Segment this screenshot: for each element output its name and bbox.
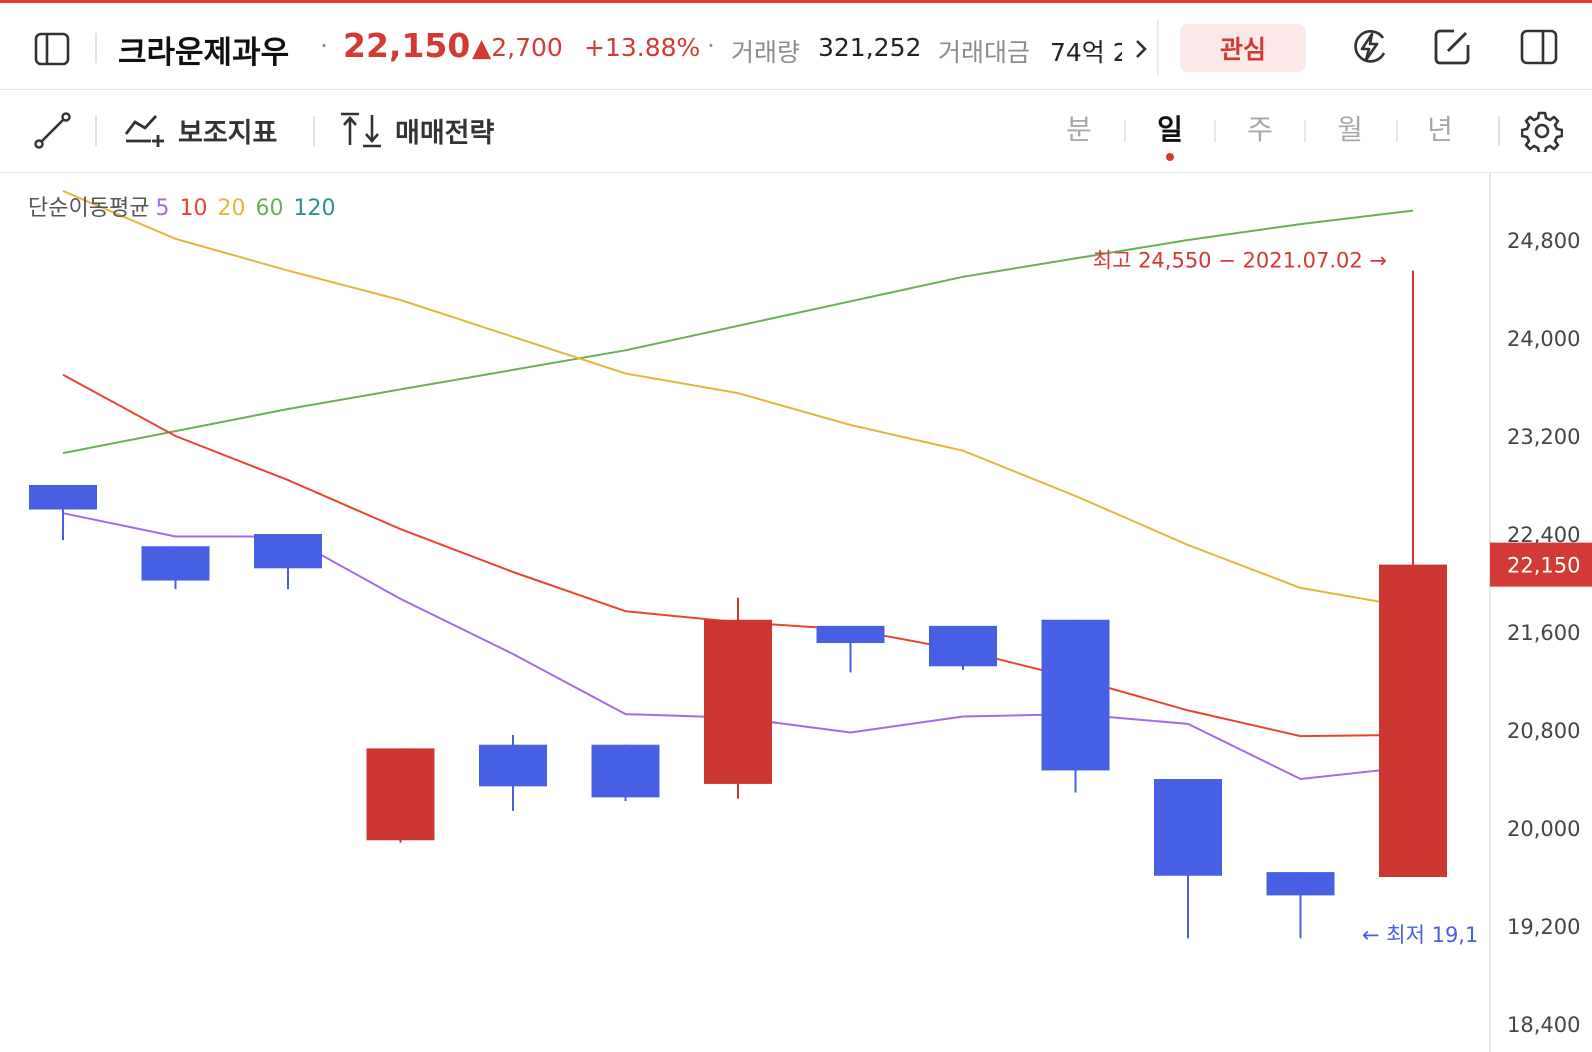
settings-gear-icon[interactable] xyxy=(1519,108,1565,154)
edit-note-icon[interactable] xyxy=(1430,25,1474,69)
divider xyxy=(95,33,97,63)
candle xyxy=(1154,779,1222,939)
ma20-line xyxy=(62,190,1414,609)
legend-ma5: 5 xyxy=(155,196,170,221)
divider xyxy=(1214,120,1216,142)
y-tick-label: 19,200 xyxy=(1507,915,1580,939)
period-month-tab[interactable]: 월 xyxy=(1337,113,1363,146)
separator-dot: · xyxy=(320,31,328,60)
divider xyxy=(1498,116,1500,146)
moving-average-legend: 단순이동평균 5 10 20 60 120 xyxy=(28,190,341,222)
trade-amount-value: 74억 2 xyxy=(1050,38,1122,67)
lightning-icon[interactable] xyxy=(1348,25,1392,69)
legend-ma20: 20 xyxy=(217,196,246,221)
candle xyxy=(1266,872,1335,939)
top-accent-line xyxy=(0,0,1592,3)
candle-body xyxy=(29,485,97,510)
candle-body xyxy=(929,625,997,667)
candle-body xyxy=(366,748,435,841)
strategy-button[interactable]: 매매전략 xyxy=(395,118,495,149)
chevron-right-icon[interactable] xyxy=(1128,33,1154,65)
low-price-annotation: ← 최저 19,1 xyxy=(1362,923,1478,947)
candle xyxy=(929,625,997,670)
legend-ma120: 120 xyxy=(293,196,336,221)
stock-header: 크라운제과우 · 22,150 ▲2,700 +13.88% · 거래량 321… xyxy=(0,3,1592,90)
divider xyxy=(313,116,315,146)
strategy-icon[interactable] xyxy=(338,108,384,152)
candle-body xyxy=(704,619,772,784)
candle-body xyxy=(141,546,210,581)
y-tick-label: 24,000 xyxy=(1507,327,1580,351)
indicator-button[interactable]: 보조지표 xyxy=(178,118,278,149)
legend-title: 단순이동평균 xyxy=(28,196,150,221)
chart-toolbar: 보조지표 매매전략 분 일 주 월 년 xyxy=(0,90,1592,173)
candle-body xyxy=(1041,619,1110,771)
candle xyxy=(591,744,660,802)
period-minute-tab[interactable]: 분 xyxy=(1066,113,1092,146)
price-change: ▲2,700 xyxy=(472,33,563,62)
candle-body xyxy=(1379,564,1447,877)
candle-body xyxy=(479,744,547,787)
candle-body xyxy=(591,744,660,798)
period-week-tab[interactable]: 주 xyxy=(1247,113,1273,146)
candle xyxy=(816,625,885,673)
y-tick-label: 23,200 xyxy=(1507,425,1580,449)
current-price-tag xyxy=(1490,542,1592,587)
y-tick-label: 21,600 xyxy=(1507,621,1580,645)
period-year-tab[interactable]: 년 xyxy=(1427,113,1453,146)
y-tick-label: 20,000 xyxy=(1507,817,1580,841)
candle xyxy=(1041,619,1110,793)
indicator-icon[interactable] xyxy=(122,108,168,152)
candlestick-chart[interactable]: 24,80024,00023,20022,40021,60020,80020,0… xyxy=(0,173,1592,1052)
candle xyxy=(366,748,435,843)
high-price-annotation: 최고 24,550 − 2021.07.02 → xyxy=(1093,249,1387,273)
sidebar-toggle-icon[interactable] xyxy=(30,27,74,71)
separator-dot: · xyxy=(707,31,715,60)
y-tick-label: 20,800 xyxy=(1507,719,1580,743)
y-tick-label: 18,400 xyxy=(1507,1013,1580,1037)
active-tab-indicator xyxy=(1166,153,1174,161)
watchlist-button[interactable]: 관심 xyxy=(1180,24,1306,72)
volume-value: 321,252 xyxy=(818,33,922,62)
price-change-percent: +13.88% xyxy=(584,33,701,62)
candle-body xyxy=(1154,779,1222,876)
legend-ma10: 10 xyxy=(179,196,208,221)
y-tick-label: 24,800 xyxy=(1507,229,1580,253)
current-price: 22,150 xyxy=(343,26,471,65)
candle xyxy=(254,534,322,590)
candle xyxy=(141,546,210,590)
trade-amount-label: 거래대금 xyxy=(938,38,1031,67)
candle-body xyxy=(816,625,885,644)
volume-label: 거래량 xyxy=(731,38,801,67)
candle xyxy=(29,485,97,541)
candle xyxy=(479,734,547,811)
stock-name[interactable]: 크라운제과우 xyxy=(118,35,290,71)
candle xyxy=(1379,270,1447,877)
divider xyxy=(1304,120,1306,142)
candle-body xyxy=(1266,872,1335,896)
candle xyxy=(704,597,772,799)
draw-line-icon[interactable] xyxy=(30,108,74,152)
candle-body xyxy=(254,534,322,569)
divider xyxy=(95,116,97,146)
divider xyxy=(1124,120,1126,142)
side-panel-icon[interactable] xyxy=(1517,25,1561,69)
legend-ma60: 60 xyxy=(255,196,284,221)
current-price-tag-label: 22,150 xyxy=(1507,554,1580,578)
divider xyxy=(1396,120,1398,142)
ma60-line xyxy=(62,209,1414,455)
divider xyxy=(1157,19,1159,75)
period-day-tab[interactable]: 일 xyxy=(1157,113,1183,146)
